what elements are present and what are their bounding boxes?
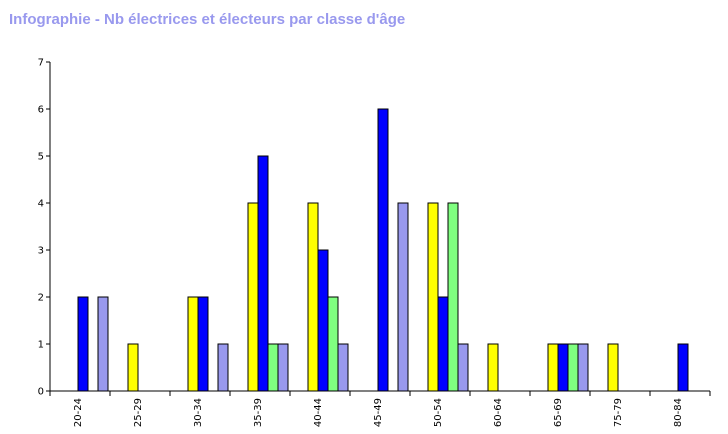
bar	[557, 343, 569, 392]
bar	[607, 343, 619, 392]
y-tick-label: 5	[38, 152, 44, 163]
bar	[247, 202, 259, 392]
bar	[277, 343, 289, 392]
bar	[577, 343, 589, 392]
y-tick-label: 2	[38, 293, 44, 304]
bars	[77, 108, 689, 392]
y-tick-label: 6	[38, 105, 44, 116]
bar	[257, 155, 269, 392]
bar	[337, 343, 349, 392]
bar	[317, 249, 329, 392]
bar	[487, 343, 499, 392]
bar	[77, 296, 89, 392]
bar	[217, 343, 229, 392]
x-tick-label: 65-69	[553, 398, 564, 427]
y-axis: 0 1 2 3 4 5 6 7	[38, 58, 51, 398]
x-tick-label: 35-39	[253, 398, 264, 427]
y-tick-label: 0	[38, 387, 44, 398]
x-tick-label: 45-49	[373, 398, 384, 427]
bar	[437, 296, 449, 392]
bar	[97, 296, 109, 392]
chart-title: Infographie - Nb électrices et électeurs…	[9, 11, 406, 28]
bar	[457, 343, 469, 392]
y-tick-label: 3	[38, 246, 44, 257]
bar	[447, 202, 459, 392]
y-tick-label: 7	[38, 58, 44, 69]
bar	[397, 202, 409, 392]
x-tick-label: 30-34	[193, 398, 204, 427]
bar	[307, 202, 319, 392]
bar	[567, 343, 579, 392]
y-tick-label: 1	[38, 340, 44, 351]
x-axis: 20-24 25-29 30-34 35-39 40-44 45-49 50-54 60-64…	[49, 390, 711, 427]
bar	[377, 108, 389, 392]
bar	[677, 343, 689, 392]
x-tick-label: 60-64	[493, 398, 504, 427]
bar	[127, 343, 139, 392]
bar	[267, 343, 279, 392]
bar	[197, 296, 209, 392]
bar	[547, 343, 559, 392]
x-tick-label: 40-44	[313, 398, 324, 427]
x-tick-label: 80-84	[673, 398, 684, 427]
x-tick-label: 25-29	[133, 398, 144, 427]
bar	[187, 296, 199, 392]
x-tick-label: 75-79	[613, 398, 624, 427]
bar	[327, 296, 339, 392]
bar	[427, 202, 439, 392]
x-tick-label: 50-54	[433, 398, 444, 427]
y-tick-label: 4	[38, 199, 44, 210]
x-tick-label: 20-24	[73, 398, 84, 427]
